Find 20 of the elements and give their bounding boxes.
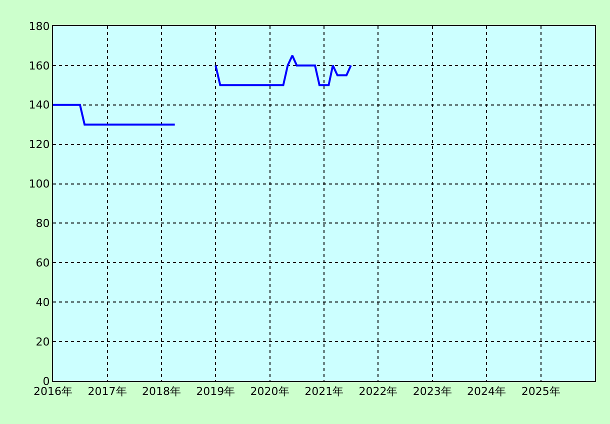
y-tick-label: 160	[28, 59, 50, 72]
y-tick-label: 20	[36, 335, 50, 348]
y-tick-label: 80	[36, 217, 50, 230]
x-tick-label: 2022年	[358, 385, 398, 398]
y-tick-label: 140	[28, 98, 50, 112]
y-tick-label: 180	[28, 20, 50, 33]
y-tick-label: 40	[36, 296, 50, 309]
x-tick-label: 2023年	[412, 385, 452, 398]
y-tick-label: 0	[42, 374, 50, 388]
y-tick-label: 100	[28, 178, 50, 191]
x-tick-label: 2018年	[142, 385, 181, 398]
x-tick-label: 2025年	[521, 385, 560, 398]
y-tick-label: 60	[36, 256, 50, 270]
x-tick-label: 2024年	[467, 385, 506, 398]
x-tick-label: 2021年	[304, 385, 344, 398]
x-tick-label: 2017年	[88, 385, 127, 398]
y-tick-label: 120	[28, 138, 50, 152]
x-tick-label: 2020年	[250, 385, 290, 398]
x-tick-label: 2016年	[34, 385, 72, 398]
x-tick-label: 2019年	[196, 385, 236, 398]
